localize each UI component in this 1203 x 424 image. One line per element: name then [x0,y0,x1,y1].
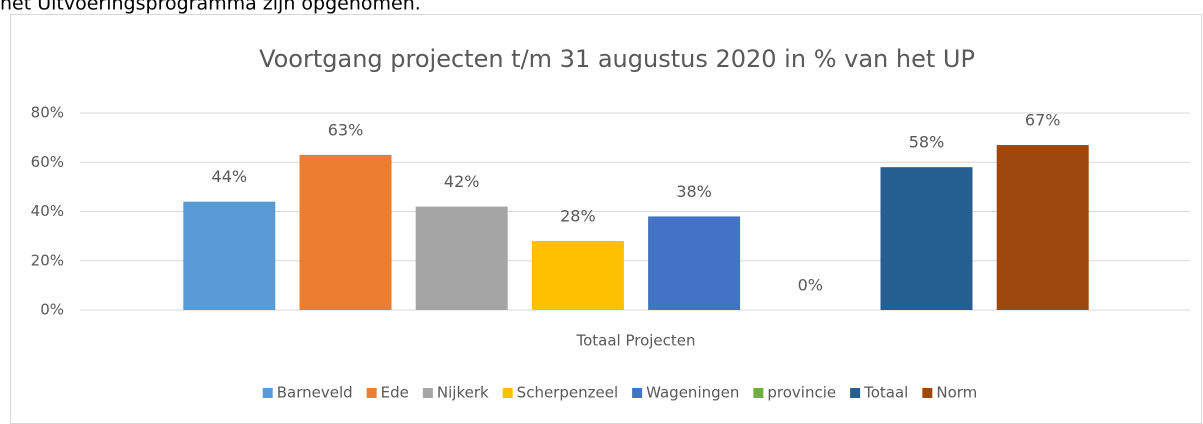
value-label: 63% [328,120,364,139]
bar [648,216,741,310]
bar [996,145,1089,310]
y-tick-label: 40% [31,202,64,220]
legend-swatch [632,388,643,398]
legend-swatch [922,388,933,398]
legend: Barneveld Ede Nijkerk Scherpenzeel Wageninge… [262,384,977,402]
bar [880,167,973,310]
bar [415,206,508,310]
legend-label: Ede [381,384,409,402]
legend-swatch [422,388,433,398]
value-label: 58% [909,133,945,152]
legend-label: provincie [767,384,836,402]
bar [299,154,392,310]
y-tick-label: 0% [40,301,64,319]
bar [183,201,276,310]
y-tick-label: 80% [31,104,64,122]
legend-swatch [366,388,377,398]
legend-swatch [502,388,513,398]
value-label: 0% [798,276,823,295]
value-label: 42% [444,172,480,191]
legend-label: Scherpenzeel [517,384,618,402]
legend-label: Totaal [863,384,908,402]
legend-swatch [753,388,764,398]
chart-title: Voortgang projecten t/m 31 augustus 2020… [259,45,975,73]
legend-label: Barneveld [277,384,353,402]
legend-label: Norm [936,384,977,402]
legend-swatch [850,388,861,398]
x-tick-label: Totaal Projecten [575,332,695,350]
value-label: 44% [212,167,248,186]
y-tick-label: 20% [31,251,64,269]
legend-swatch [262,388,273,398]
legend-label: Wageningen [646,384,739,402]
intro-text: het Uitvoeringsprogramma zijn opgenomen. [0,0,421,15]
value-label: 28% [560,207,596,226]
bar [531,241,624,310]
y-tick-label: 60% [31,153,64,171]
value-label: 38% [676,182,712,201]
legend-label: Nijkerk [437,384,489,402]
value-label: 67% [1025,111,1061,130]
